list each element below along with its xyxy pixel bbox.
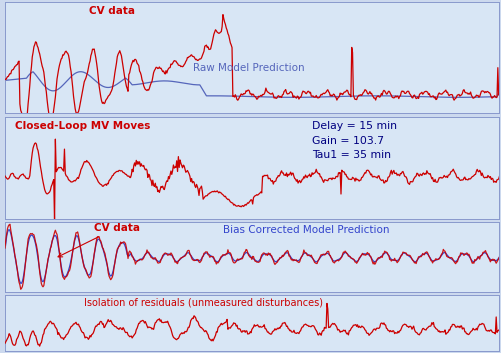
Text: Closed-Loop MV Moves: Closed-Loop MV Moves (15, 121, 150, 131)
Text: CV data: CV data (89, 6, 135, 16)
Text: Bias Corrected Model Prediction: Bias Corrected Model Prediction (222, 225, 388, 235)
Text: Isolation of residuals (unmeasured disturbances): Isolation of residuals (unmeasured distu… (84, 298, 323, 308)
Text: Raw Model Prediction: Raw Model Prediction (192, 63, 304, 73)
Text: CV data: CV data (58, 223, 140, 257)
Text: Delay = 15 min
Gain = 103.7
Tau1 = 35 min: Delay = 15 min Gain = 103.7 Tau1 = 35 mi… (311, 121, 396, 160)
